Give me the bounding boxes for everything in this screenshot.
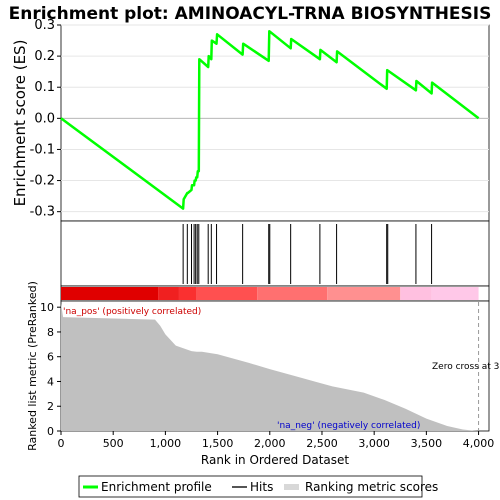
metric-y-tick-label: 4 [47, 375, 54, 388]
chart-title: Enrichment plot: AMINOACYL-TRNA BIOSYNTH… [9, 4, 492, 24]
color-bar-segment [158, 287, 179, 300]
metric-x-axis-label: Rank in Ordered Dataset [201, 453, 349, 467]
es-y-tick-label: 0.1 [34, 80, 55, 95]
legend-box [78, 475, 423, 498]
metric-y-tick-label: 10 [40, 301, 54, 314]
ranking-color-bar [61, 287, 479, 300]
es-y-tick-label: 0.0 [34, 111, 55, 126]
enrichment-profile-line [60, 29, 480, 210]
es-y-tick-label: 0.2 [34, 49, 55, 64]
metric-x-ticks: 0 500 1,000 1,500 2,000 2,500 3,000 3,500 4,000 [58, 431, 495, 450]
neg-annotation: 'na_neg' (negatively correlated) [277, 421, 420, 431]
metric-area-layer [61, 303, 479, 431]
color-bar-segment [400, 287, 432, 300]
legend-es-label: Enrichment profile [101, 480, 212, 494]
es-y-tick-label: -0.1 [30, 142, 55, 157]
metric-y-axis-label: Ranked list metric (PreRanked) [26, 281, 39, 451]
es-y-tick-label: -0.3 [30, 205, 55, 220]
color-bar-segment [61, 287, 159, 300]
metric-y-tick-label: 2 [47, 400, 54, 413]
metric-x-tick-label: 1,500 [202, 437, 234, 450]
metric-x-tick-label: 2,000 [254, 437, 286, 450]
metric-y-tick-label: 0 [47, 425, 54, 438]
es-y-axis-label: Enrichment score (ES) [11, 40, 29, 207]
metric-x-tick-label: 4,000 [463, 437, 495, 450]
metric-y-tick-label: 6 [47, 351, 54, 364]
es-gridlines [61, 24, 489, 213]
es-y-tick-label: -0.2 [30, 174, 55, 189]
color-bar-segment [257, 287, 328, 300]
color-bar-segment [431, 287, 479, 300]
legend-metric-label: Ranking metric scores [305, 480, 438, 494]
metric-x-tick-label: 1,000 [150, 437, 182, 450]
es-y-ticks: 0.3 0.2 0.1 0.0 -0.1 -0.2 -0.3 [30, 18, 61, 220]
es-y-tick-label: 0.3 [34, 18, 55, 33]
metric-y-tick-label: 8 [47, 326, 54, 339]
color-bar-segment [327, 287, 401, 300]
metric-x-tick-label: 0 [58, 437, 65, 450]
metric-x-tick-label: 3,000 [358, 437, 390, 450]
zero-cross-annotation: Zero cross at 3 [432, 362, 499, 372]
legend-hits-label: Hits [250, 480, 273, 494]
metric-x-tick-label: 2,500 [306, 437, 338, 450]
es-panel-frame [60, 24, 490, 222]
metric-x-tick-label: 500 [103, 437, 124, 450]
color-bar-segment [196, 287, 258, 300]
metric-y-ticks: 0 2 4 6 8 10 [40, 301, 61, 438]
pos-annotation: 'na_pos' (positively correlated) [63, 307, 201, 317]
metric-area [61, 303, 479, 431]
metric-x-tick-label: 3,500 [411, 437, 443, 450]
color-bar-segment [178, 287, 197, 300]
hits-layer [182, 224, 433, 284]
hits-panel-frame [60, 220, 490, 287]
es-line-layer [60, 29, 480, 210]
